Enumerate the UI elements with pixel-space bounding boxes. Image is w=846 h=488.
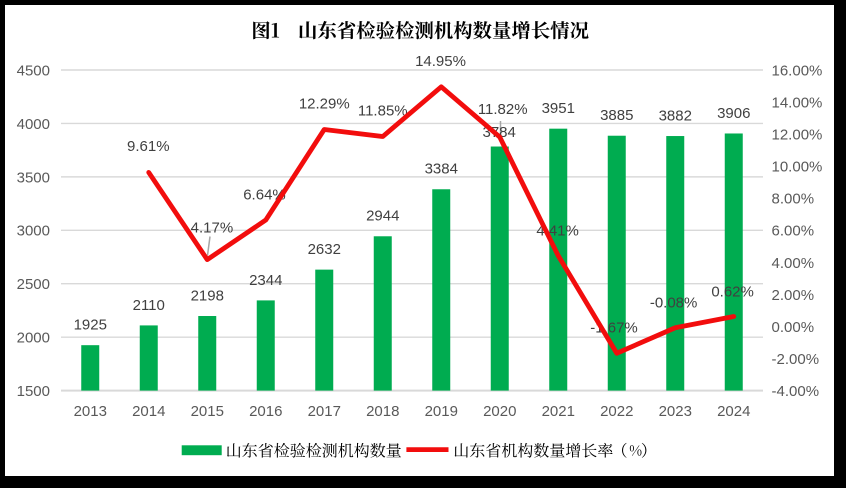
- svg-text:16.00%: 16.00%: [772, 62, 823, 79]
- svg-text:14.00%: 14.00%: [772, 94, 823, 111]
- svg-text:2019: 2019: [425, 403, 458, 420]
- svg-text:3885: 3885: [600, 107, 633, 124]
- svg-text:4.17%: 4.17%: [191, 220, 234, 237]
- svg-text:1500: 1500: [17, 383, 50, 400]
- svg-text:12.29%: 12.29%: [299, 95, 350, 112]
- svg-text:2014: 2014: [132, 403, 165, 420]
- svg-text:2020: 2020: [483, 403, 516, 420]
- svg-text:0.00%: 0.00%: [772, 319, 815, 336]
- svg-text:2198: 2198: [191, 287, 224, 304]
- svg-text:2.00%: 2.00%: [772, 287, 815, 304]
- svg-text:6.64%: 6.64%: [243, 186, 286, 203]
- svg-text:2017: 2017: [308, 403, 341, 420]
- svg-text:4500: 4500: [17, 62, 50, 79]
- svg-text:12.00%: 12.00%: [772, 127, 823, 144]
- svg-text:2000: 2000: [17, 330, 50, 347]
- svg-text:2500: 2500: [17, 276, 50, 293]
- svg-text:3384: 3384: [425, 161, 458, 178]
- svg-text:6.00%: 6.00%: [772, 223, 815, 240]
- svg-text:2022: 2022: [600, 403, 633, 420]
- svg-text:11.85%: 11.85%: [358, 103, 408, 120]
- svg-text:4000: 4000: [17, 116, 50, 133]
- svg-text:2023: 2023: [659, 403, 692, 420]
- svg-text:2015: 2015: [191, 403, 224, 420]
- svg-text:3951: 3951: [542, 100, 575, 117]
- svg-text:2018: 2018: [366, 403, 399, 420]
- svg-text:2344: 2344: [249, 272, 282, 289]
- svg-text:-0.08%: -0.08%: [650, 295, 698, 312]
- svg-text:9.61%: 9.61%: [127, 138, 170, 155]
- svg-text:2110: 2110: [133, 297, 165, 314]
- svg-text:2021: 2021: [542, 403, 575, 420]
- svg-text:11.82%: 11.82%: [478, 101, 528, 118]
- svg-text:3882: 3882: [659, 107, 692, 124]
- svg-text:-2.00%: -2.00%: [772, 351, 820, 368]
- svg-text:3500: 3500: [17, 169, 50, 186]
- svg-text:14.95%: 14.95%: [415, 53, 466, 70]
- svg-text:2016: 2016: [249, 403, 282, 420]
- svg-text:8.00%: 8.00%: [772, 191, 815, 208]
- svg-text:2013: 2013: [74, 403, 107, 420]
- svg-text:1925: 1925: [74, 317, 107, 334]
- svg-text:2944: 2944: [366, 208, 399, 225]
- svg-text:10.00%: 10.00%: [772, 159, 823, 176]
- svg-text:0.62%: 0.62%: [711, 284, 754, 301]
- svg-text:2024: 2024: [717, 403, 750, 420]
- svg-text:4.00%: 4.00%: [772, 255, 815, 272]
- svg-text:2632: 2632: [308, 241, 341, 258]
- svg-text:3906: 3906: [717, 105, 750, 122]
- svg-text:-4.00%: -4.00%: [772, 383, 820, 400]
- svg-text:3000: 3000: [17, 223, 50, 240]
